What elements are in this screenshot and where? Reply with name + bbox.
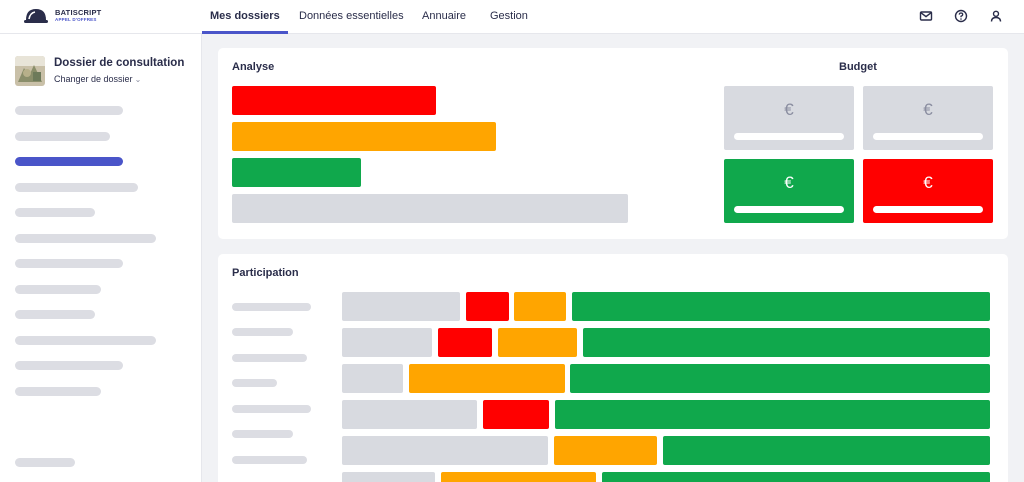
participation-segment[interactable] — [342, 292, 460, 321]
participation-row-label — [232, 354, 307, 362]
participation-segment[interactable] — [409, 364, 565, 393]
participation-segment[interactable] — [483, 400, 549, 429]
tab-donnees-essentielles[interactable]: Données essentielles — [299, 10, 404, 22]
analyse-bar-red[interactable] — [232, 86, 436, 115]
sidebar-item[interactable] — [15, 208, 95, 217]
budget-line — [873, 133, 983, 140]
budget-line — [734, 206, 844, 213]
sidebar-item[interactable] — [15, 132, 110, 141]
folder-title: Dossier de consultation — [54, 57, 185, 69]
participation-segment[interactable] — [466, 292, 509, 321]
euro-icon: € — [923, 173, 933, 192]
chevron-down-icon: ⌄ — [134, 75, 142, 84]
change-folder-dropdown[interactable]: Changer de dossier ⌄ — [54, 74, 141, 84]
budget-box-1[interactable]: € — [724, 86, 854, 150]
participation-segment[interactable] — [342, 472, 435, 482]
budget-box-4[interactable]: € — [863, 159, 993, 223]
budget-line — [873, 206, 983, 213]
participation-segment[interactable] — [570, 364, 990, 393]
analyse-bar-grey[interactable] — [232, 194, 628, 223]
euro-icon: € — [784, 173, 794, 192]
participation-row-label — [232, 303, 311, 311]
mail-icon[interactable] — [919, 9, 933, 23]
budget-box-2[interactable]: € — [863, 86, 993, 150]
participation-row-label — [232, 328, 293, 336]
participation-row-label — [232, 456, 307, 464]
analyse-bar-orange[interactable] — [232, 122, 496, 151]
participation-segment[interactable] — [554, 436, 657, 465]
sidebar-item[interactable] — [15, 234, 156, 243]
participation-segment[interactable] — [438, 328, 492, 357]
participation-segment[interactable] — [602, 472, 990, 482]
sidebar: Dossier de consultation Changer de dossi… — [0, 34, 202, 482]
sidebar-item[interactable] — [15, 387, 101, 396]
participation-segment[interactable] — [342, 436, 548, 465]
tab-annuaire[interactable]: Annuaire — [422, 10, 467, 22]
participation-segment[interactable] — [441, 472, 596, 482]
sidebar-item[interactable] — [15, 310, 95, 319]
participation-segment[interactable] — [342, 364, 403, 393]
participation-card: Participation — [218, 254, 1008, 482]
tab-gestion[interactable]: Gestion — [490, 10, 528, 22]
sidebar-item[interactable] — [15, 285, 101, 294]
budget-box-3[interactable]: € — [724, 159, 854, 223]
sidebar-item[interactable] — [15, 361, 123, 370]
participation-segment[interactable] — [498, 328, 577, 357]
participation-segment[interactable] — [583, 328, 990, 357]
folder-thumbnail — [15, 56, 45, 86]
analyse-title: Analyse — [232, 61, 275, 73]
sidebar-footer-item[interactable] — [15, 458, 75, 467]
sidebar-item[interactable] — [15, 336, 156, 345]
top-navigation-bar: BATISCRIPT APPEL D'OFFRES Mes dossiers D… — [0, 0, 1024, 34]
sidebar-item[interactable] — [15, 183, 138, 192]
euro-icon: € — [923, 100, 933, 119]
participation-title: Participation — [232, 267, 299, 279]
budget-line — [734, 133, 844, 140]
participation-segment[interactable] — [572, 292, 990, 321]
sidebar-item[interactable] — [15, 259, 123, 268]
participation-row-label — [232, 379, 277, 387]
analyse-budget-card: Analyse Budget € € € € — [218, 48, 1008, 239]
sidebar-item[interactable] — [15, 106, 123, 115]
user-icon[interactable] — [989, 9, 1003, 23]
euro-icon: € — [784, 100, 794, 119]
participation-row-label — [232, 405, 311, 413]
helmet-logo-icon — [24, 9, 48, 23]
brand-tagline: APPEL D'OFFRES — [55, 17, 97, 22]
brand-name: BATISCRIPT — [55, 8, 102, 17]
tab-mes-dossiers[interactable]: Mes dossiers — [202, 0, 288, 34]
sidebar-item-active[interactable] — [15, 157, 123, 166]
participation-segment[interactable] — [342, 400, 477, 429]
participation-segment[interactable] — [555, 400, 990, 429]
budget-title: Budget — [839, 61, 877, 73]
change-folder-label: Changer de dossier — [54, 74, 133, 84]
participation-row-label — [232, 430, 293, 438]
participation-segment[interactable] — [342, 328, 432, 357]
participation-segment[interactable] — [663, 436, 990, 465]
help-icon[interactable] — [954, 9, 968, 23]
analyse-bar-green[interactable] — [232, 158, 361, 187]
batiscript-logo[interactable]: BATISCRIPT APPEL D'OFFRES — [24, 6, 114, 28]
participation-segment[interactable] — [514, 292, 566, 321]
